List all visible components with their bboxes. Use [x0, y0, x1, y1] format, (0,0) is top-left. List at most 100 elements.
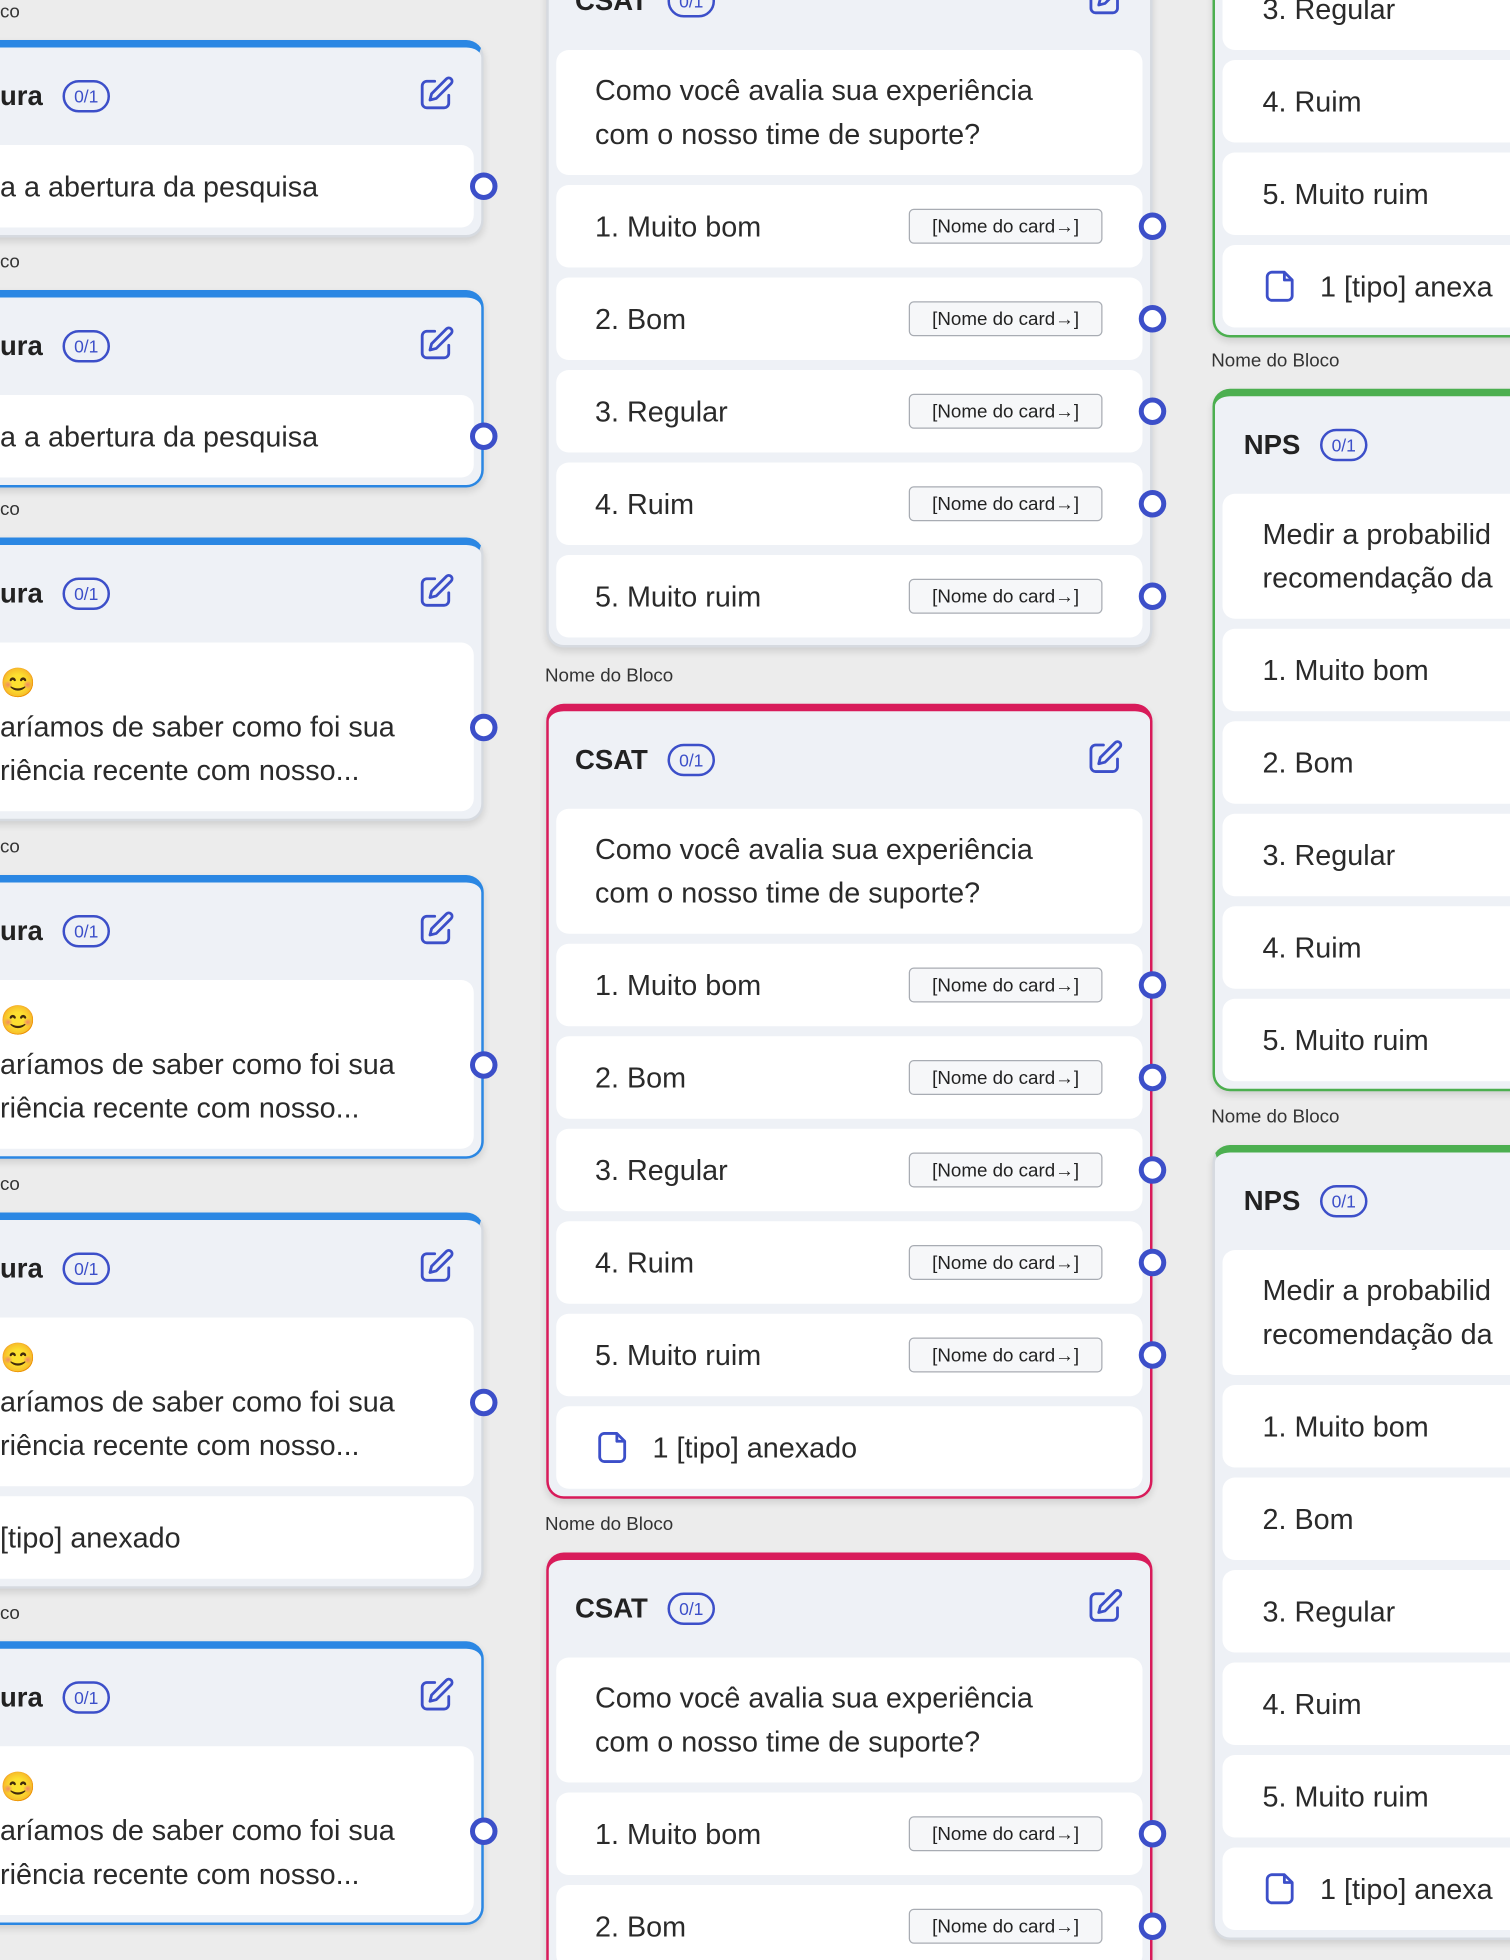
row-text: 5. Muito ruim [1262, 176, 1429, 210]
block-label: co [0, 1, 20, 23]
card-link-tag: [Nome do card→] [908, 1245, 1103, 1280]
row: 1. Muito bom [1222, 628, 1510, 712]
row-text: 5. Muito ruim [1262, 1779, 1429, 1812]
file-icon [598, 1432, 627, 1463]
card-title: ura [0, 915, 43, 947]
attachment-row: 1 [tipo] anexado [556, 1406, 1143, 1489]
row-text: 4. Ruim [1262, 930, 1362, 964]
row: 4. Ruim [Nome do card→] [556, 1221, 1143, 1304]
row-text: riência recente com nosso... [0, 753, 360, 787]
row-text: 3. Regular [595, 394, 728, 427]
edit-icon[interactable] [1086, 1588, 1124, 1626]
row-text: aríamos de saber como foi sua [0, 1047, 395, 1081]
connector-dot[interactable] [470, 1816, 498, 1845]
row-text: 😊 [0, 1770, 36, 1803]
attachment-row: 1 [tipo] anexa [1222, 1847, 1510, 1930]
card: CSAT 0/1 Como você avalia sua experiência c… [546, 0, 1153, 648]
row: 2. Bom [1222, 1477, 1510, 1560]
card-link-tag: [Nome do card→] [908, 967, 1103, 1003]
card: CSAT 0/1 Como você avalia sua experiência c… [546, 1552, 1153, 1960]
connector-dot[interactable] [1138, 490, 1167, 518]
row: 😊 aríamos de saber como foi sua riência re… [0, 642, 474, 812]
row-text: Medir a probabilid [1262, 517, 1492, 551]
card-title: CSAT [575, 1592, 648, 1624]
connector-dot[interactable] [1138, 1820, 1167, 1848]
block-label: co [0, 251, 20, 273]
connector-dot[interactable] [1138, 1248, 1167, 1277]
row: 😊 aríamos de saber como foi sua riência re… [0, 980, 474, 1149]
attachment: 1 [tipo] anexa [1263, 1867, 1510, 1911]
row: 3. Regular [1222, 1570, 1510, 1653]
connector-dot[interactable] [1138, 1156, 1167, 1184]
card-header: ura 0/1 [0, 321, 481, 371]
edit-icon[interactable] [418, 1676, 456, 1714]
connector-dot[interactable] [1138, 582, 1167, 610]
connector-dot[interactable] [1138, 397, 1167, 425]
row-text: 2. Bom [595, 1060, 687, 1094]
badge: 0/1 [1320, 428, 1368, 462]
row-text: 2. Bom [1262, 745, 1354, 779]
row-text: com o nosso time de suporte? [595, 876, 981, 909]
badge: 0/1 [62, 80, 110, 113]
row-text: 1. Muito bom [595, 1816, 762, 1850]
row: 4. Ruim [1222, 60, 1510, 143]
card-header: ura 0/1 [0, 1673, 481, 1723]
row-text: 4. Ruim [595, 486, 695, 520]
connector-dot[interactable] [1138, 1912, 1167, 1940]
row: 5. Muito ruim [Nome do card→] [556, 555, 1143, 638]
card-title: NPS [1243, 428, 1301, 460]
row-text: 4. Ruim [1262, 1686, 1362, 1720]
connector-dot[interactable] [470, 1050, 498, 1079]
badge: 0/1 [62, 577, 110, 610]
row: 2. Bom [Nome do card→] [556, 277, 1143, 360]
card-title: ura [0, 1681, 43, 1713]
badge: 0/1 [667, 0, 715, 18]
row: Medir a probabilid recomendação da [1222, 1250, 1510, 1375]
row-text: 3. Regular [1262, 0, 1396, 25]
row: 3. Regular [Nome do card→] [556, 370, 1143, 453]
row: a a abertura da pesquisa [0, 145, 474, 228]
card-link-tag: [Nome do card→] [908, 486, 1103, 522]
row: 3. Regular [1222, 0, 1510, 50]
card-header: CSAT 0/1 [549, 0, 1150, 26]
connector-dot[interactable] [1138, 1341, 1167, 1369]
row: 1. Muito bom [Nome do card→] [556, 185, 1143, 268]
block-label: Nome do Bloco [1211, 1106, 1340, 1128]
connector-dot[interactable] [470, 422, 498, 450]
row-text: 3. Regular [595, 1153, 728, 1186]
edit-icon[interactable] [418, 75, 456, 113]
file-icon [1265, 1873, 1294, 1905]
edit-icon[interactable] [1086, 739, 1124, 777]
file-icon [1265, 270, 1294, 302]
row: 3. Regular [Nome do card→] [556, 1128, 1143, 1212]
connector-dot[interactable] [1138, 212, 1167, 240]
connector-dot[interactable] [1138, 971, 1167, 999]
edit-icon[interactable] [418, 325, 456, 363]
connector-dot[interactable] [470, 1388, 498, 1416]
row: Medir a probabilid recomendação da [1222, 493, 1510, 619]
row: Como você avalia sua experiência com o no… [556, 50, 1143, 175]
attachment-row: 1 [tipo] anexa [1222, 245, 1510, 328]
edit-icon[interactable] [418, 1248, 456, 1286]
connector-dot[interactable] [1138, 1063, 1167, 1092]
badge: 0/1 [62, 1252, 110, 1285]
row-text: a a abertura da pesquisa [0, 419, 319, 452]
edit-icon[interactable] [418, 573, 456, 611]
row-text: riência recente com nosso... [0, 1857, 360, 1891]
edit-icon[interactable] [418, 910, 456, 948]
row-text: recomendação da [1262, 561, 1493, 594]
row-text: a a abertura da pesquisa [0, 169, 319, 202]
card-header: ura 0/1 [0, 569, 481, 619]
connector-dot[interactable] [470, 172, 498, 200]
row-text: 4. Ruim [595, 1245, 695, 1279]
row-text: 😊 [0, 1341, 36, 1374]
connector-dot[interactable] [1138, 305, 1167, 333]
connector-dot[interactable] [470, 713, 498, 741]
row: 4. Ruim [1222, 906, 1510, 989]
card-title: CSAT [575, 0, 648, 17]
row-text: Medir a probabilid [1262, 1273, 1492, 1307]
row-text: Como você avalia sua experiência [595, 832, 1033, 866]
edit-icon[interactable] [1086, 0, 1124, 18]
badge: 0/1 [62, 915, 110, 948]
